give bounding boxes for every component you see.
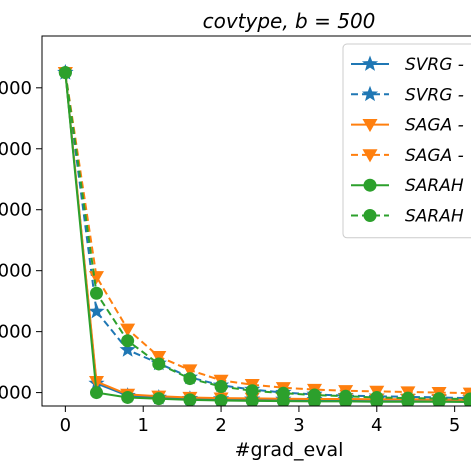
data-point [401,391,415,405]
data-point [90,286,103,300]
x-tick-label: 4 [371,415,382,436]
data-point [89,271,104,285]
data-point [120,323,136,337]
data-point [214,379,228,393]
x-tick-label: 1 [137,415,148,436]
data-point [152,392,166,406]
series-group [58,66,471,406]
data-point [214,394,228,406]
data-point [339,389,353,403]
legend-label: SAGA - [405,146,464,166]
legend-entry: SARAH [351,176,464,196]
legend-marker [363,209,377,222]
data-point [90,386,103,400]
legend-label: SARAH [405,176,464,196]
legend-marker [362,149,378,163]
data-point [308,388,321,402]
legend-entry: SAGA - [351,116,464,136]
plot-frame [41,35,471,407]
legend-label: SVRG - [405,85,464,105]
legend-entry: SVRG - [351,85,464,105]
data-point [58,66,72,80]
data-point [121,390,135,404]
data-point [276,386,290,400]
data-point [245,394,259,406]
x-axis-label: #grad_eval [235,439,344,461]
data-point [182,364,198,378]
legend-entries: SVRG - SVRG - SAGA - SAGA - SARAH SARAH [351,55,464,227]
series-layer [57,64,471,406]
data-point [432,392,446,406]
legend-marker [361,85,379,102]
data-point [245,384,259,398]
legend: SVRG - SVRG - SAGA - SAGA - SARAH SARAH [342,43,471,239]
data-point [119,341,136,357]
x-tick-label: 0 [60,415,71,436]
legend-marker [362,118,378,133]
legend-entry: SVRG - [351,55,464,75]
data-point [88,303,105,319]
legend-entry: SAGA - [351,146,464,166]
legend-marker [363,178,377,192]
series-line [64,72,471,395]
x-tick-label: 5 [449,415,460,436]
legend-label: SVRG - [405,55,464,75]
legend-entry: SARAH [351,207,464,227]
legend-label: SARAH [405,207,464,227]
data-point [121,334,135,348]
data-point [152,357,166,371]
x-axis-ticks: 0 1 2 3 4 5 [60,406,460,436]
legend-marker [361,55,379,71]
data-point [370,390,384,404]
x-tick-label: 2 [215,415,226,436]
data-point [183,372,197,386]
data-point [183,393,197,406]
data-point [463,392,471,406]
chart-title: covtype, b = 500 [203,9,376,33]
legend-label: SAGA - [405,116,464,136]
x-tick-label: 3 [293,415,304,436]
